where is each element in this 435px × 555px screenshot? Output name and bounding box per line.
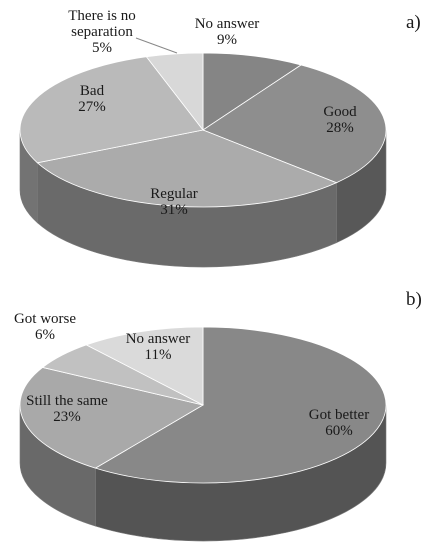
slice-label-got-better: Got better 60% [309, 407, 369, 439]
panel-label: b) [406, 289, 422, 310]
pie-slice-got-better [94, 326, 387, 484]
slice-name: Got better [309, 407, 369, 423]
slice-percent: 23% [53, 409, 81, 425]
pie-chart-2: Got better 60%Still the same 23%Got worse 6… [14, 289, 422, 542]
pie-slice-bad [19, 56, 204, 164]
slice-percent: 31% [160, 202, 188, 218]
slice-name: No answer [195, 16, 260, 32]
slice-name: No answer [126, 331, 191, 347]
pie-slice-there-is-no-separation [145, 52, 204, 132]
slice-name: There is no [68, 8, 135, 24]
panel-label: a) [406, 12, 421, 33]
pie-slice-still-the-same [19, 366, 205, 469]
slice-percent: 9% [217, 32, 237, 48]
pie-chart-1: No answer 9% Good 28% Regular 31% Bad 27% There … [19, 8, 421, 268]
pie-slice-no-answer [202, 52, 303, 131]
slice-name: Bad [80, 83, 105, 99]
slice-percent: 11% [145, 347, 172, 363]
slice-percent: 27% [78, 99, 106, 115]
slice-name: Regular [150, 186, 197, 202]
slice-percent: 60% [325, 423, 353, 439]
slice-label-no-answer: No answer 11% [126, 331, 191, 363]
slice-label-still-the-same: Still the same 23% [26, 393, 108, 425]
pie-slice-no-answer [85, 326, 204, 406]
pie-slice-good [202, 64, 387, 184]
slice-label-there-is-no-separation: There is no separation 5% [68, 8, 135, 56]
leader-line [135, 37, 178, 54]
slice-label-regular: Regular 31% [150, 186, 197, 218]
slice-label-good: Good 28% [323, 104, 357, 136]
slice-name: Still the same [26, 393, 108, 409]
slice-label-got-worse: Got worse 6% [14, 311, 76, 343]
slice-name: Got worse [14, 311, 76, 327]
slice-label-no-answer: No answer 9% [195, 16, 260, 48]
slice-percent: 5% [92, 40, 112, 56]
slice-percent: 28% [326, 120, 354, 136]
slice-percent: 6% [35, 327, 55, 343]
pie-slice-regular [36, 129, 338, 208]
slice-label-bad: Bad 27% [78, 83, 106, 115]
slice-name: Good [323, 104, 357, 120]
slice-name: separation [71, 24, 133, 40]
